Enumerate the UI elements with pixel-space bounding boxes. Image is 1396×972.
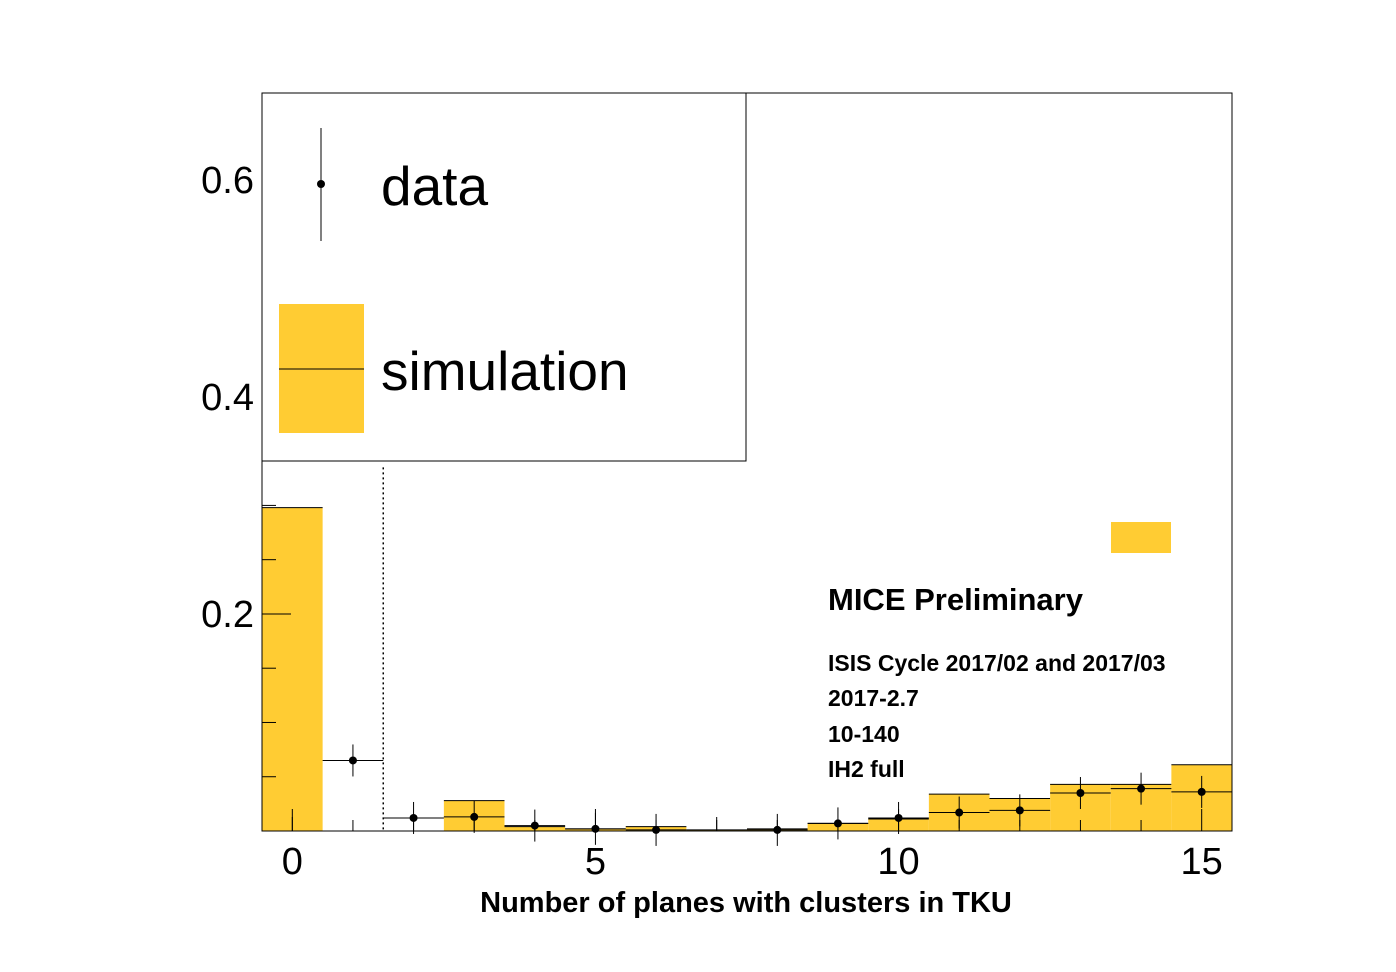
x-tick-label: 5 (585, 841, 606, 883)
x-axis-label: Number of planes with clusters in TKU (480, 887, 1012, 919)
data-point (1137, 784, 1146, 793)
data-point (348, 756, 357, 765)
legend: data simulation (261, 92, 747, 462)
data-point (1197, 787, 1206, 796)
axes: 0 5 10 15 0.2 0.4 0.6 (201, 92, 1233, 883)
x-tick-label: 0 (282, 841, 303, 883)
annotation-swatch (1111, 522, 1171, 553)
y-tick-label: 0.6 (201, 160, 254, 202)
annotation-line-1: ISIS Cycle 2017/02 and 2017/03 (828, 650, 1166, 676)
y-tick-label: 0.4 (201, 377, 254, 419)
plot-frame (261, 92, 1233, 832)
sim-bar (262, 507, 323, 831)
data-point (409, 813, 418, 822)
legend-simulation-label: simulation (381, 340, 629, 402)
annotation-line-4: IH2 full (828, 756, 905, 782)
data-point (470, 812, 479, 821)
y-tick-label: 0.2 (201, 594, 254, 636)
x-tick-label: 10 (877, 841, 919, 883)
data-point (1015, 806, 1024, 815)
data-point (1076, 789, 1085, 798)
annotation-line-3: 10-140 (828, 721, 900, 747)
mice-preliminary-label: MICE Preliminary (828, 582, 1084, 617)
data-point (955, 808, 964, 817)
legend-data-label: data (381, 155, 488, 217)
legend-data-marker (317, 180, 325, 188)
x-tick-label: 15 (1181, 841, 1223, 883)
annotation-line-2: 2017-2.7 (828, 685, 919, 711)
